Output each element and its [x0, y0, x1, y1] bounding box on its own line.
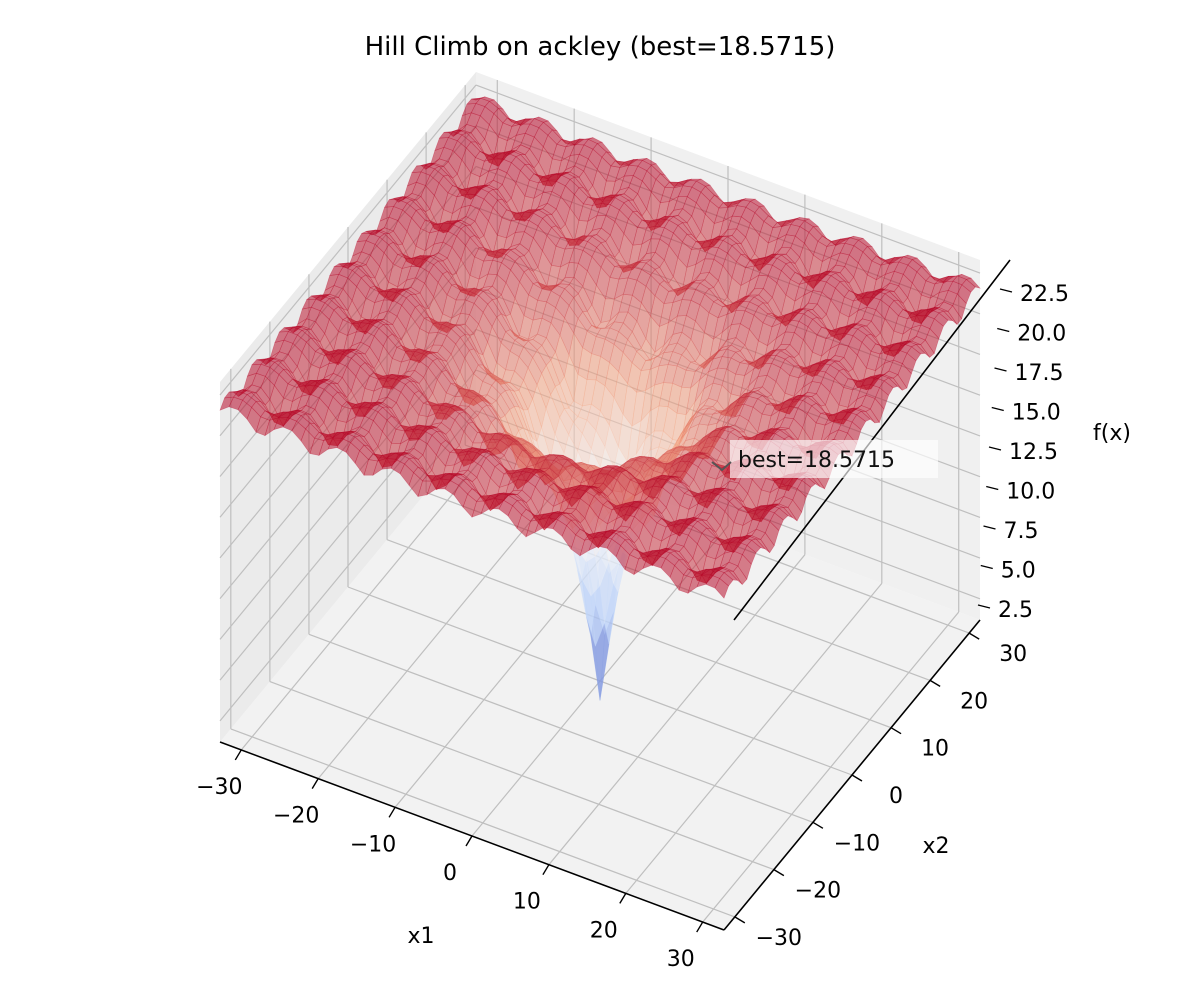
ackley-surface [219, 96, 981, 701]
z-tick-mark [986, 485, 999, 491]
x-tick-mark [388, 806, 396, 818]
z-tick-label: 5.0 [1001, 559, 1036, 584]
z-tick-mark [988, 446, 1002, 451]
surface-patch [737, 554, 752, 580]
x-tick-label: 0 [443, 861, 457, 886]
z-tick-label: 2.5 [998, 598, 1033, 623]
z-tick-mark [983, 525, 996, 530]
y-tick-mark [968, 632, 980, 640]
y-tick-mark [812, 821, 824, 829]
surface-patch [938, 310, 954, 321]
z-axis-label: f(x) [1093, 421, 1131, 446]
x-tick-mark [542, 864, 550, 876]
surface-patch [714, 577, 729, 599]
z-tick-mark [991, 406, 1004, 412]
x-tick-label: −10 [350, 832, 396, 857]
floor-grid-y [269, 681, 775, 871]
surface-patch [856, 410, 871, 422]
tick-labels: −30 −20 −10 0 10 20 30 −30 −20 −10 0 10 20 30 2.5 5.0 7.… [196, 282, 1069, 972]
y-tick-mark [734, 916, 746, 924]
y-tick-label: 30 [999, 642, 1027, 667]
x-tick-mark [619, 893, 627, 904]
z-tick-label: 10.0 [1006, 480, 1055, 505]
chart-title: Hill Climb on ackley (best=18.5715) [365, 32, 836, 62]
surface-patch [920, 339, 935, 358]
z-tick-mark [994, 367, 1007, 372]
x-tick-label: 30 [667, 947, 695, 972]
surface-patch [956, 284, 972, 305]
z-tick-label: 12.5 [1009, 440, 1058, 465]
y-tick-label: −10 [834, 831, 880, 856]
y-axis-label: x2 [922, 834, 949, 859]
x-axis-label: x1 [407, 924, 434, 949]
surface-patch [782, 507, 798, 522]
y-tick-label: 20 [960, 689, 988, 714]
best-label: best=18.5715 [738, 448, 895, 473]
z-tick-label: 20.0 [1017, 322, 1066, 347]
y-tick-label: −20 [795, 879, 841, 904]
z-tick-mark [977, 604, 991, 609]
x-tick-label: −20 [273, 804, 319, 829]
x-tick-label: −30 [196, 775, 242, 800]
y-tick-label: 10 [921, 737, 949, 762]
floor-grid-y [308, 633, 814, 823]
z-tick-mark [999, 288, 1013, 293]
z-tick-mark [997, 327, 1010, 333]
y-tick-label: −30 [756, 926, 802, 951]
floor-grid-y [386, 539, 892, 729]
y-tick-mark [773, 869, 785, 877]
z-tick-label: 7.5 [1004, 519, 1039, 544]
y-tick-label: 0 [889, 784, 903, 809]
surface-patch [952, 293, 967, 320]
x-tick-label: 20 [590, 918, 618, 943]
surface-patch [851, 414, 867, 431]
best-marker [711, 461, 732, 472]
y-tick-mark [929, 679, 941, 687]
x-tick-mark [696, 921, 704, 933]
z-tick-label: 22.5 [1020, 282, 1069, 307]
floor-grid-y [230, 728, 736, 918]
best-label-background [730, 440, 938, 478]
surface-patch [764, 520, 780, 547]
surface-patch [746, 539, 762, 554]
x-tick-label: 10 [513, 890, 541, 915]
z-tick-label: 17.5 [1015, 361, 1064, 386]
z-tick-label: 15.0 [1012, 401, 1061, 426]
x-tick-mark [234, 749, 242, 761]
back-grid-z [475, 84, 981, 274]
x-tick-mark [311, 778, 319, 789]
surface-patch [887, 377, 903, 391]
surface-patch [870, 397, 885, 424]
surface-patch [796, 480, 812, 498]
x-tick-mark [465, 835, 473, 847]
y-tick-mark [890, 727, 902, 735]
left-grid-z [219, 84, 477, 396]
surface-patch [760, 532, 775, 554]
surface-patch [961, 278, 976, 293]
y-tick-mark [851, 774, 863, 782]
best-annotation: best=18.5715 [711, 440, 938, 478]
z-tick-mark [980, 564, 993, 570]
